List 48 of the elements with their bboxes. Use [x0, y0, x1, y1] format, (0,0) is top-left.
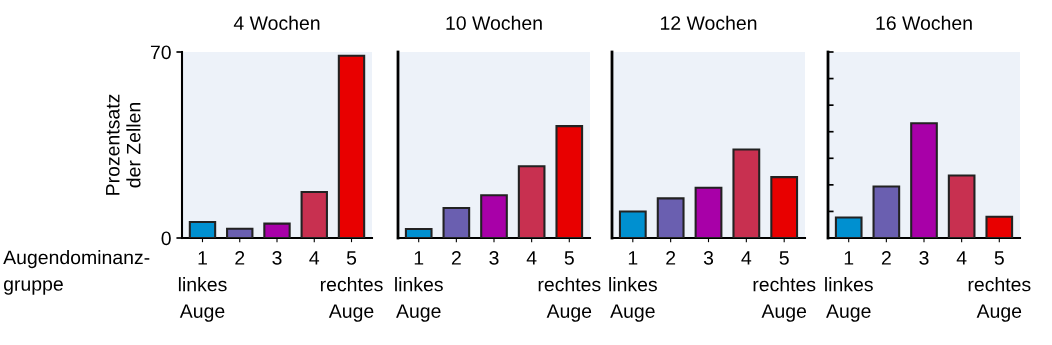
bar	[834, 216, 863, 238]
x-tick-label: 3	[919, 251, 929, 265]
x-tick-label: 2	[881, 251, 891, 265]
x-tick-label: 1 linkes Auge	[825, 251, 873, 322]
bar	[985, 215, 1014, 238]
bar	[872, 185, 901, 238]
x-tick-label: 4	[956, 251, 967, 265]
x-tick-label: 5 rechtes Auge	[538, 251, 601, 322]
bar	[770, 176, 799, 238]
x-tick-label: 1 linkes Auge	[178, 251, 227, 322]
chart-title: 4 Wochen	[233, 15, 320, 30]
bar	[618, 210, 647, 238]
bar	[480, 194, 508, 238]
bar	[517, 165, 546, 238]
y-tick-label: 70	[150, 45, 171, 60]
chart-title: 16 Wochen	[876, 15, 972, 30]
bar	[404, 227, 433, 238]
x-tick-label: 5 rechtes Auge	[968, 251, 1031, 322]
bar	[188, 221, 217, 238]
bar	[947, 174, 976, 238]
x-tick-label: 2	[451, 251, 461, 265]
chart-title: 10 Wochen	[446, 15, 542, 30]
x-tick-label: 4	[309, 251, 320, 265]
bar	[910, 122, 938, 238]
x-tick-label: 1 linkes Auge	[609, 251, 657, 322]
x-tick-label: 3	[703, 251, 714, 265]
x-tick-label: 2	[235, 251, 245, 265]
bar	[732, 148, 761, 238]
x-tick-label: 3	[272, 251, 282, 265]
x-tick-label: 1 linkes Auge	[395, 251, 443, 322]
y-tick-label: 0	[161, 231, 171, 246]
bar	[442, 206, 471, 238]
y-axis-title: Prozentsatz der Zellen	[106, 94, 141, 195]
bar	[226, 227, 254, 238]
text: Augendominanz- gruppe	[3, 250, 150, 295]
x-tick-label: 4	[526, 251, 537, 265]
x-tick-label: 2	[666, 251, 676, 265]
bar	[337, 54, 366, 238]
chart-title: 12 Wochen	[660, 15, 757, 30]
bar	[694, 186, 723, 238]
x-tick-label: 4	[741, 251, 752, 265]
bar	[300, 190, 328, 238]
bar	[656, 197, 685, 238]
bar	[555, 125, 584, 238]
x-tick-label: 5 rechtes Auge	[753, 251, 816, 322]
x-tick-label: 3	[489, 251, 499, 265]
bar	[263, 222, 291, 238]
x-tick-label: 5 rechtes Auge	[320, 251, 383, 322]
